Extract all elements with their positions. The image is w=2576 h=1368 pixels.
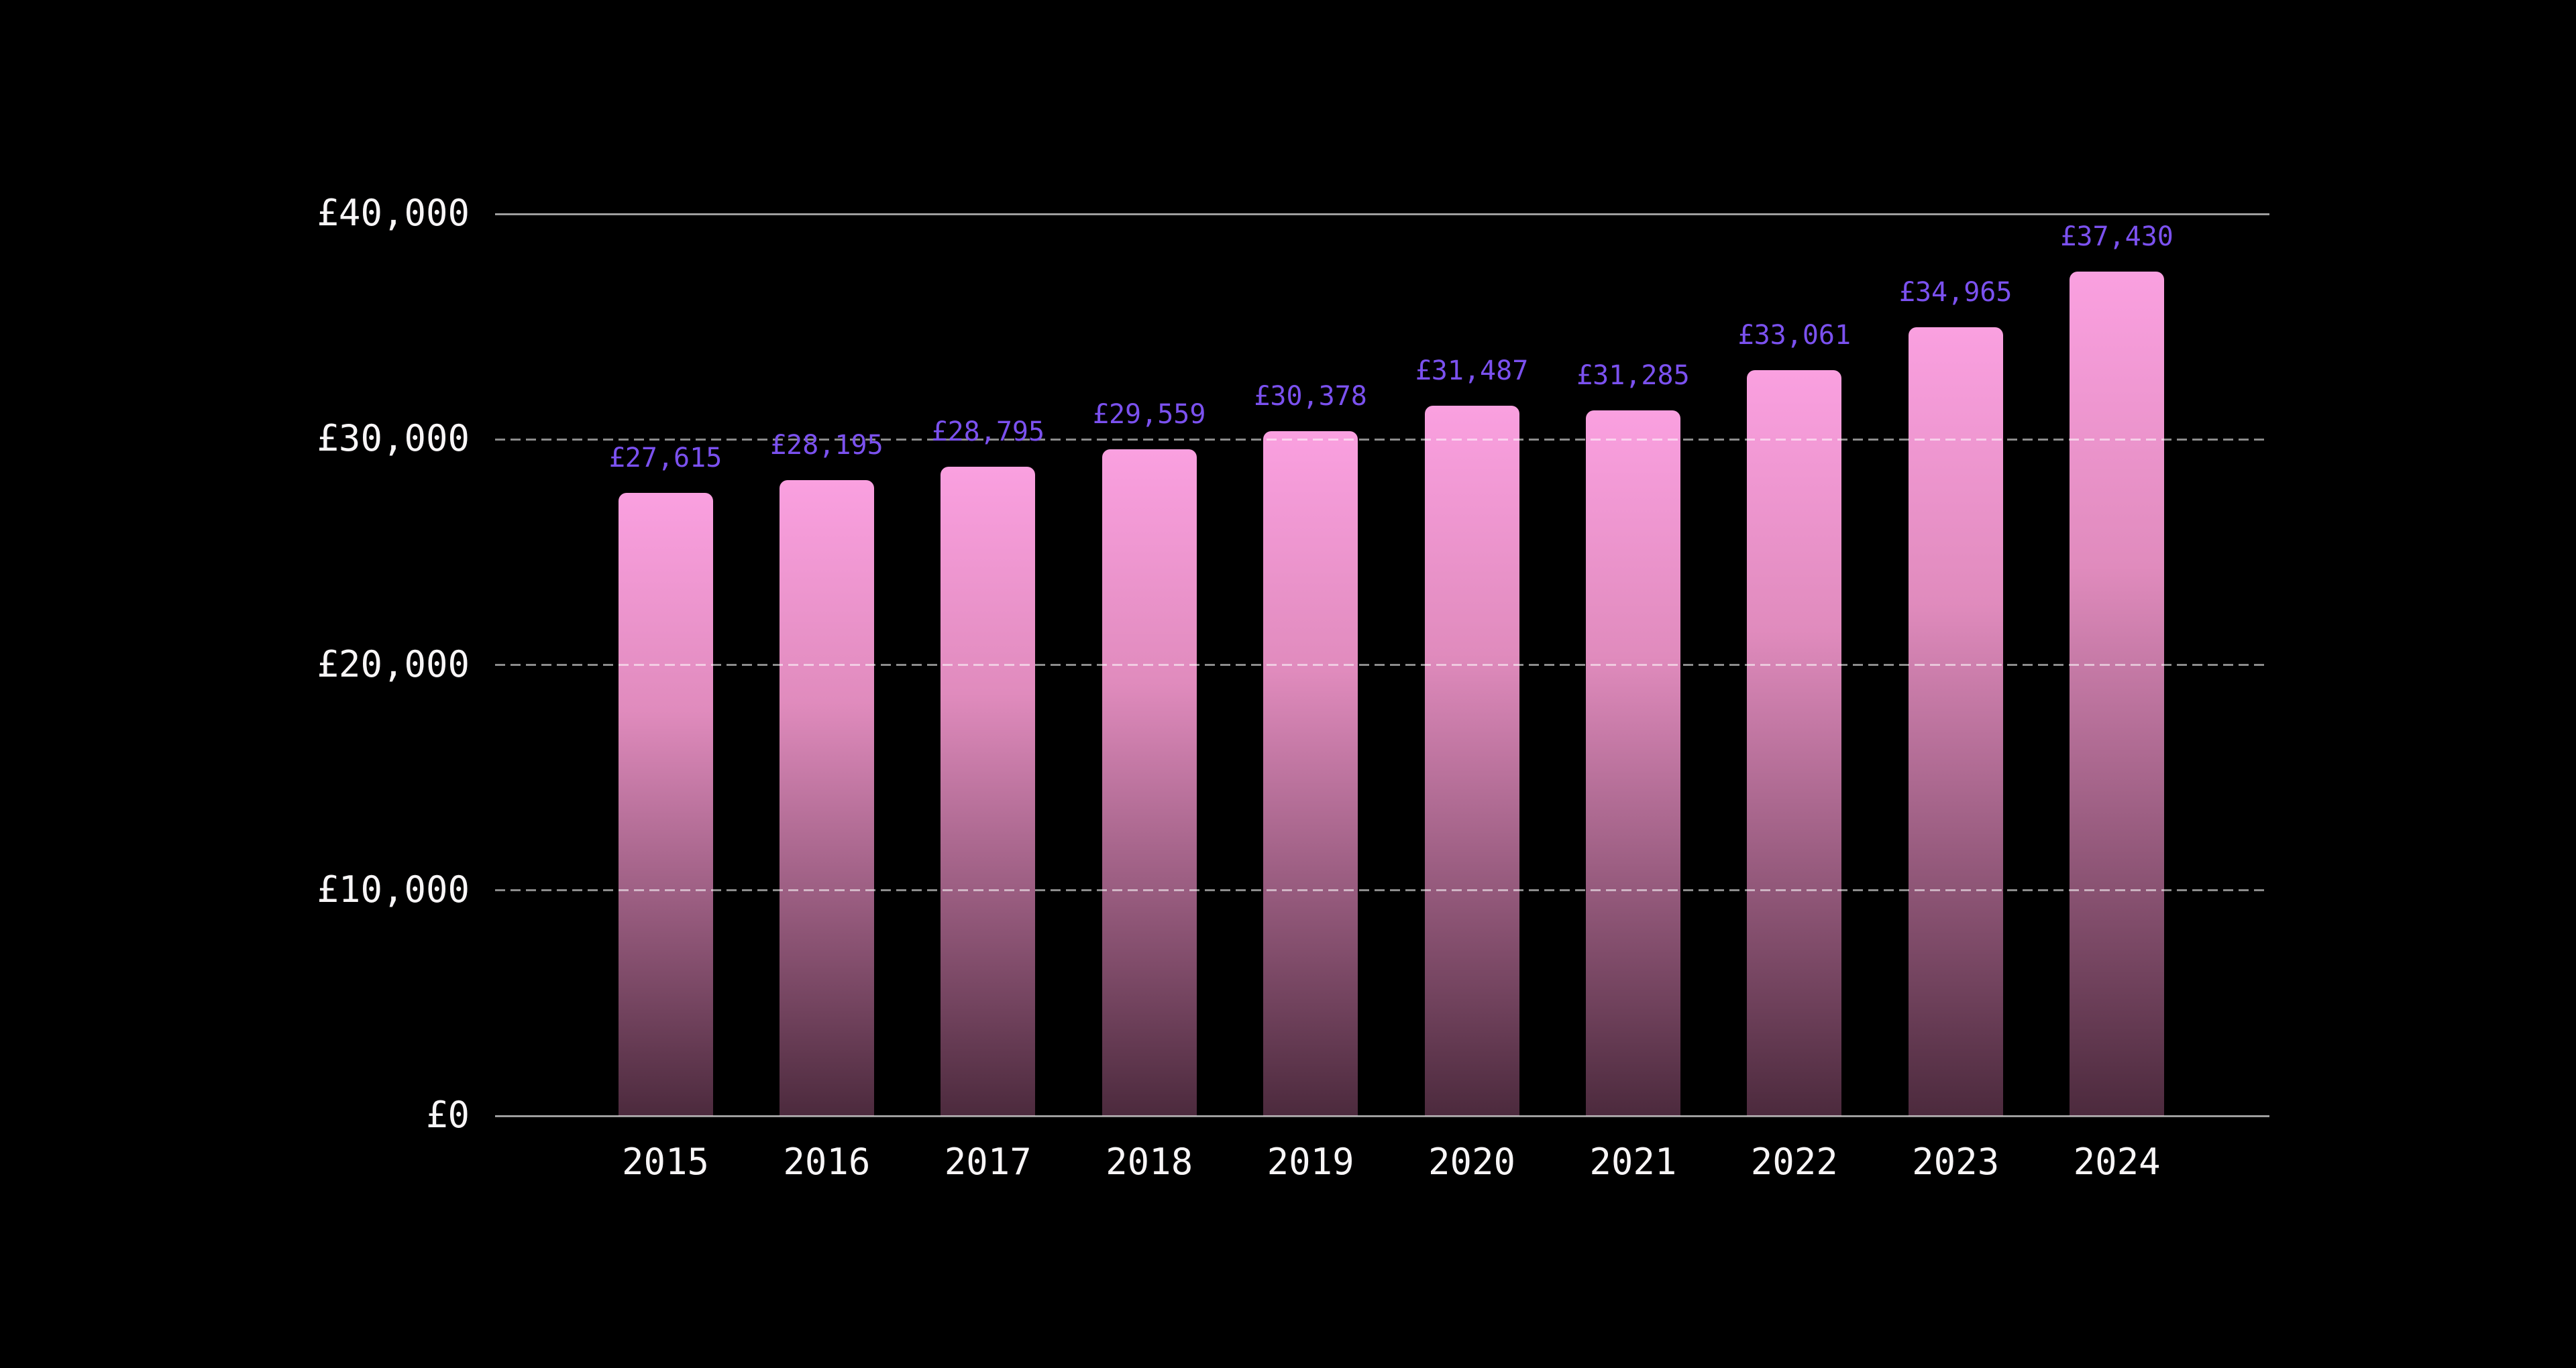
gridline-0	[495, 1115, 2269, 1117]
bar-value-label: £27,615	[608, 443, 722, 473]
bar-value-label: £34,965	[1898, 277, 2012, 308]
bar-value-label: £29,559	[1092, 399, 1206, 430]
bars-layer	[495, 214, 2269, 1116]
bar-value-label: £28,795	[931, 416, 1045, 447]
y-tick-label: £20,000	[317, 642, 470, 685]
bar-2015	[618, 493, 713, 1116]
bar-value-label: £31,285	[1576, 360, 1690, 391]
x-tick-label: 2020	[1428, 1141, 1516, 1183]
bar-2024	[2070, 272, 2165, 1116]
y-tick-label: £40,000	[317, 192, 470, 234]
gridline-40000	[495, 213, 2269, 215]
bar-2019	[1263, 431, 1358, 1116]
x-axis: 2015 2016 2017 2018 2019 2020 2021 2022 2023 2024	[495, 214, 2269, 1181]
x-tick-label: 2019	[1267, 1141, 1354, 1183]
x-tick-label: 2022	[1750, 1141, 1838, 1183]
bar-value-label: £28,195	[770, 430, 883, 461]
gridline-20000	[495, 664, 2269, 666]
bar-2020	[1424, 406, 1519, 1116]
bar-2016	[779, 480, 874, 1116]
gridline-10000	[495, 889, 2269, 892]
y-tick-label: £30,000	[317, 417, 470, 460]
bar-2017	[941, 467, 1036, 1116]
y-tick-label: £0	[425, 1094, 470, 1136]
bar-2023	[1908, 327, 2003, 1116]
bar-value-label: £31,487	[1415, 355, 1529, 386]
x-tick-label: 2017	[944, 1141, 1032, 1183]
x-tick-label: 2023	[1912, 1141, 2000, 1183]
x-tick-label: 2015	[621, 1141, 710, 1183]
bar-value-label: £30,378	[1254, 381, 1367, 412]
x-tick-label: 2016	[783, 1141, 871, 1183]
bar-2018	[1102, 449, 1197, 1116]
x-tick-label: 2024	[2073, 1141, 2161, 1183]
value-labels-layer: £27,615 £28,195 £28,795 £29,559 £30,378 £31,4…	[495, 214, 2269, 1116]
gridlines-layer	[495, 213, 2269, 1117]
x-tick-label: 2021	[1589, 1141, 1677, 1183]
bar-value-label: £37,430	[2060, 221, 2174, 252]
plot-area: £27,615 £28,195 £28,795 £29,559 £30,378 £31,4…	[495, 213, 2269, 1181]
gridline-30000	[495, 438, 2269, 441]
bar-2022	[1747, 370, 1842, 1116]
y-tick-label: £10,000	[317, 868, 470, 911]
bar-value-label: £33,061	[1737, 320, 1851, 351]
x-tick-label: 2018	[1106, 1141, 1193, 1183]
bar-2021	[1585, 410, 1680, 1116]
